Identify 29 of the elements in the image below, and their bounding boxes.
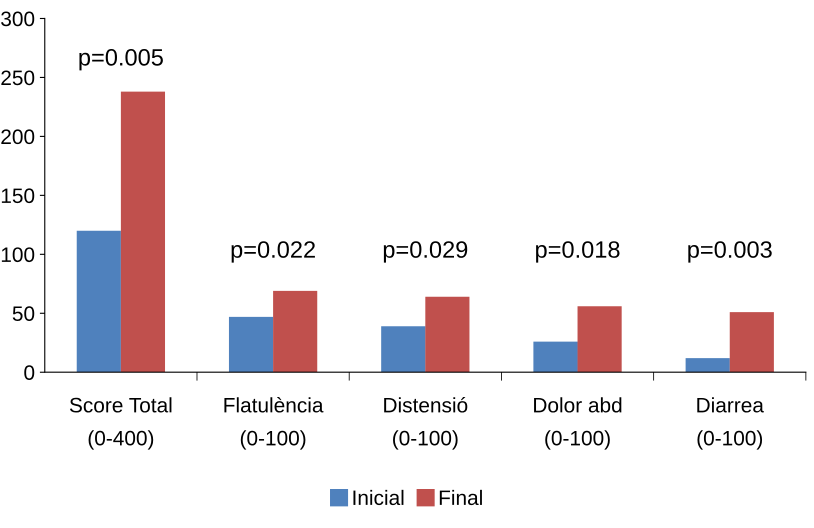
annotation: p=0.005 [79,48,163,70]
y-tick-label: 50 [12,306,34,322]
y-tick-label: 0 [24,365,34,380]
bar [120,92,166,372]
bar [686,358,730,372]
y-tick-label: 100 [2,247,34,262]
legend-label: Final [440,490,482,506]
bar [273,290,318,372]
x-tick-label: Dolor abd (0-100) [534,397,622,450]
annotation: p=0.022 [232,241,315,263]
x-tick-label: Diarrea (0-100) [697,397,764,450]
bar [425,296,470,372]
x-tick-label: Flatulència (0-100) [224,396,324,450]
annotation: p=0.029 [384,241,468,263]
bar [228,316,274,372]
bar [730,312,774,372]
y-tick-label: 300 [1,11,34,26]
annotation: p=0.018 [536,241,620,263]
bar [533,342,578,372]
y-tick-label: 200 [1,129,34,144]
bar [381,326,426,372]
annotation: p=0.003 [688,241,772,263]
legend-label: Inicial [353,490,404,506]
y-tick-label: 150 [2,188,34,204]
x-tick-label: Score Total (0-400) [70,397,172,450]
bar [578,306,622,372]
x-tick-label: Distensió (0-100) [384,396,468,450]
bar [76,230,121,372]
y-tick-label: 250 [1,70,34,86]
